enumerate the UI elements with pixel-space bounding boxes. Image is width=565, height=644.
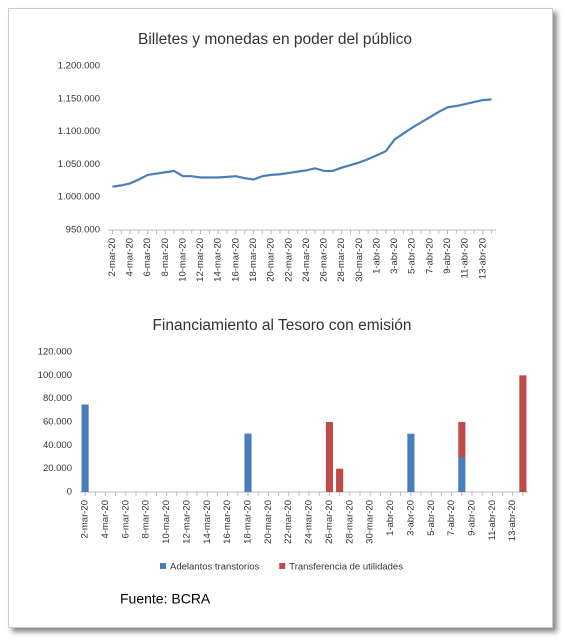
y-tick-label: 60.000 xyxy=(43,417,72,428)
x-tick-label: 7-abr-20 xyxy=(424,238,435,274)
x-tick-label: 18-mar-20 xyxy=(248,238,259,282)
y-tick-label: 1.200.000 xyxy=(58,61,100,72)
y-tick-label: 950.000 xyxy=(66,225,100,236)
y-tick-label: 80.000 xyxy=(43,393,72,404)
chart-title: Financiamiento al Tesoro con emisión xyxy=(152,317,411,334)
legend-label: Adelantos transtorios xyxy=(170,562,259,573)
x-tick-label: 1-abr-20 xyxy=(371,238,382,274)
bar xyxy=(81,404,89,492)
y-tick-label: 1.000.000 xyxy=(58,192,100,203)
x-tick-label: 2-mar-20 xyxy=(107,238,118,277)
x-tick-label: 10-mar-20 xyxy=(177,238,188,282)
x-tick-label: 4-mar-20 xyxy=(125,238,136,277)
bar xyxy=(336,468,344,492)
x-tick-label: 14-mar-20 xyxy=(202,500,213,544)
legend-label: Transferencia de utilidades xyxy=(289,562,403,573)
x-tick-label: 22-mar-20 xyxy=(283,500,294,544)
bar xyxy=(458,457,466,492)
x-tick-label: 16-mar-20 xyxy=(230,238,241,282)
x-tick-label: 5-abr-20 xyxy=(426,500,437,536)
y-tick-label: 40.000 xyxy=(43,440,72,451)
source: Fuente: BCRA xyxy=(120,591,211,607)
bar xyxy=(407,433,415,492)
x-tick-label: 20-mar-20 xyxy=(266,238,277,282)
x-tick-label: 12-mar-20 xyxy=(181,500,192,544)
x-tick-label: 7-abr-20 xyxy=(446,500,457,536)
data-line xyxy=(112,98,492,188)
x-tick-label: 14-mar-20 xyxy=(213,238,224,282)
y-tick-label: 20.000 xyxy=(43,463,72,474)
x-tick-label: 18-mar-20 xyxy=(243,500,254,544)
y-tick-label: 1.050.000 xyxy=(58,159,100,170)
x-tick-label: 1-abr-20 xyxy=(385,500,396,536)
x-tick-label: 12-mar-20 xyxy=(195,238,206,282)
bar xyxy=(325,422,334,492)
x-tick-label: 28-mar-20 xyxy=(336,238,347,282)
legend-swatch xyxy=(160,563,166,569)
chart-title: Billetes y monedas en poder del público xyxy=(138,31,412,48)
y-tick-label: 100.000 xyxy=(38,370,72,381)
x-tick-label: 10-mar-20 xyxy=(161,500,172,544)
x-tick-label: 13-abr-20 xyxy=(507,500,518,541)
x-tick-label: 6-mar-20 xyxy=(120,500,131,539)
x-tick-label: 11-abr-20 xyxy=(460,238,471,279)
x-tick-label: 5-abr-20 xyxy=(407,238,418,274)
x-tick-label: 30-mar-20 xyxy=(365,500,376,544)
y-tick-label: 120.000 xyxy=(38,347,72,358)
x-tick-label: 30-mar-20 xyxy=(354,238,365,282)
x-tick-label: 24-mar-20 xyxy=(301,238,312,282)
x-tick-label: 26-mar-20 xyxy=(319,238,330,282)
y-tick-label: 1.150.000 xyxy=(58,93,100,104)
bar xyxy=(458,422,466,457)
x-tick-label: 2-mar-20 xyxy=(80,500,91,539)
x-tick-label: 6-mar-20 xyxy=(142,238,153,277)
y-tick-label: 0 xyxy=(67,487,72,498)
x-tick-label: 11-abr-20 xyxy=(487,500,498,541)
y-tick-label: 1.100.000 xyxy=(58,126,100,137)
x-tick-label: 8-mar-20 xyxy=(141,500,152,539)
x-tick-label: 26-mar-20 xyxy=(324,500,335,544)
legend-swatch xyxy=(279,563,286,569)
x-tick-label: 24-mar-20 xyxy=(304,500,315,544)
frame xyxy=(8,8,553,628)
bar xyxy=(244,433,252,492)
bar xyxy=(519,375,527,492)
x-tick-label: 9-abr-20 xyxy=(442,238,453,274)
x-tick-label: 8-mar-20 xyxy=(160,238,171,277)
x-tick-label: 3-abr-20 xyxy=(405,500,416,536)
x-tick-label: 9-abr-20 xyxy=(467,500,478,536)
x-tick-label: 13-abr-20 xyxy=(477,238,488,279)
x-tick-label: 16-mar-20 xyxy=(222,500,233,544)
x-tick-label: 20-mar-20 xyxy=(263,500,274,544)
x-tick-label: 28-mar-20 xyxy=(344,500,355,544)
x-tick-label: 3-abr-20 xyxy=(389,238,400,274)
x-tick-label: 22-mar-20 xyxy=(283,238,294,282)
x-tick-label: 4-mar-20 xyxy=(100,500,111,539)
